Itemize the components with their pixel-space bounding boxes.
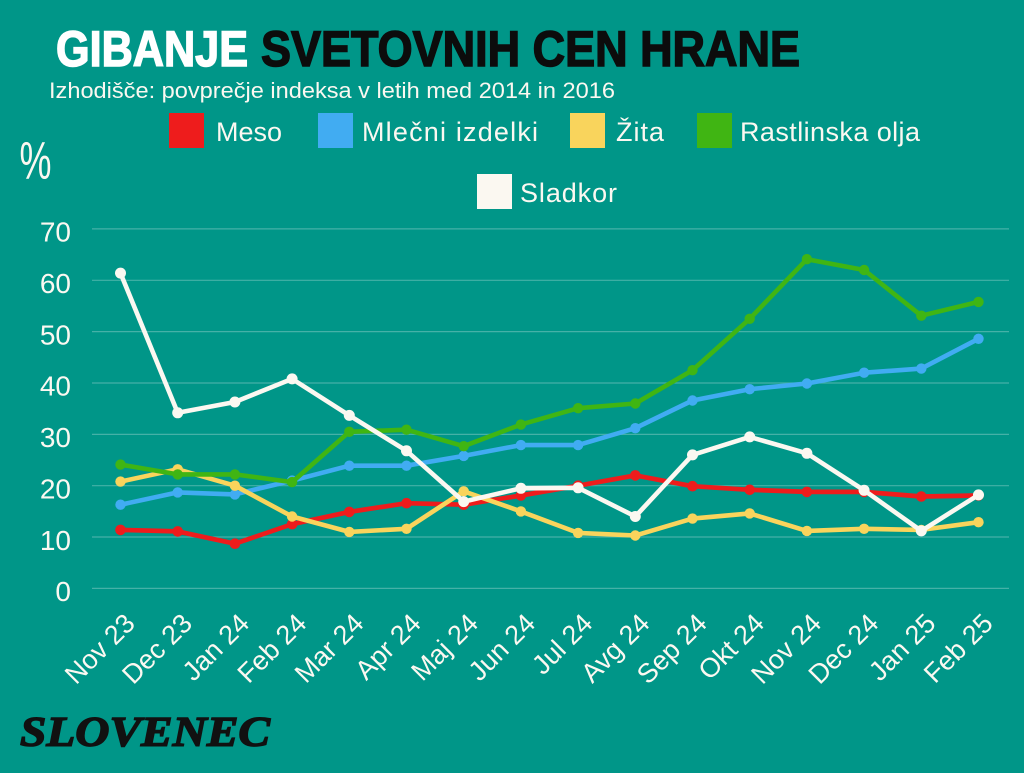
svg-text:50: 50: [40, 319, 71, 350]
svg-text:Mlečni izdelki: Mlečni izdelki: [362, 117, 538, 147]
svg-text:Izhodišče: povprečje indeksa v: Izhodišče: povprečje indeksa v letih med…: [49, 78, 615, 103]
svg-text:70: 70: [40, 217, 71, 248]
svg-text:SVETOVNIH CEN HRANE: SVETOVNIH CEN HRANE: [261, 21, 800, 77]
svg-text:Meso: Meso: [216, 117, 282, 147]
svg-text:GIBANJE: GIBANJE: [56, 21, 248, 77]
svg-text:%: %: [20, 132, 52, 191]
svg-text:10: 10: [40, 525, 71, 556]
svg-text:60: 60: [40, 268, 71, 299]
svg-text:30: 30: [40, 422, 71, 453]
svg-text:Sladkor: Sladkor: [520, 178, 617, 208]
svg-text:Rastlinska olja: Rastlinska olja: [740, 117, 921, 147]
svg-text:40: 40: [40, 371, 71, 402]
svg-text:Žita: Žita: [616, 116, 665, 147]
svg-text:SLOVENEC: SLOVENEC: [20, 710, 271, 756]
svg-text:20: 20: [40, 473, 71, 504]
svg-text:0: 0: [55, 576, 71, 607]
